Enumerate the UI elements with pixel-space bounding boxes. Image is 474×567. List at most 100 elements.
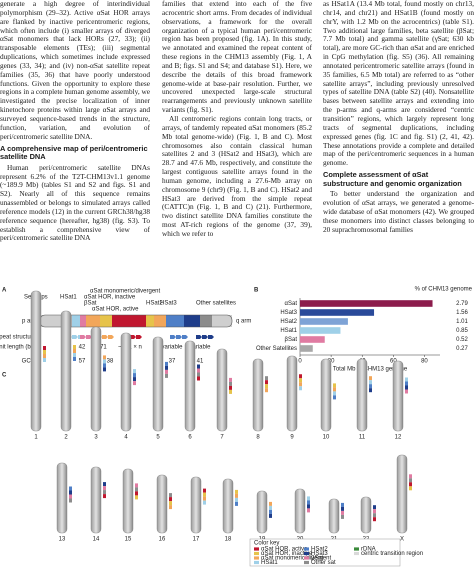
key-swatch bbox=[254, 547, 259, 551]
satellite-band bbox=[103, 367, 106, 372]
bar bbox=[300, 318, 348, 325]
chromosome-segment bbox=[146, 315, 154, 327]
satellite-band bbox=[69, 486, 72, 491]
chromosome bbox=[90, 466, 102, 534]
x-tick-label: 60 bbox=[390, 359, 397, 365]
satellite-band bbox=[197, 372, 200, 377]
satellite-band bbox=[229, 385, 232, 390]
percent-label: 0.85 bbox=[456, 328, 468, 334]
satellite-band bbox=[299, 386, 302, 391]
satellite-band bbox=[73, 357, 76, 361]
satellite-band bbox=[203, 492, 206, 497]
satellite-band bbox=[341, 514, 344, 519]
chromosome-label: X bbox=[400, 537, 404, 543]
chromosome-segment bbox=[100, 315, 112, 327]
gc-value: 41 bbox=[197, 359, 204, 365]
percent-label: 2.79 bbox=[456, 301, 468, 307]
satellite-band bbox=[169, 505, 172, 510]
chromosome bbox=[122, 468, 134, 534]
chromosome bbox=[30, 290, 42, 432]
chromosome bbox=[356, 358, 368, 432]
legend-label: βSat bbox=[84, 301, 97, 307]
unit-length: 42 bbox=[79, 345, 86, 351]
satellite-band bbox=[235, 497, 238, 502]
chromosome-segment bbox=[200, 315, 212, 327]
satellite-band bbox=[203, 496, 206, 501]
satellite-band bbox=[165, 369, 168, 374]
color-key-box bbox=[249, 538, 401, 567]
satellite-band bbox=[43, 354, 46, 358]
panel-label: B bbox=[254, 288, 259, 294]
chromosome-label: 12 bbox=[395, 435, 402, 441]
color-key-title: Color key bbox=[254, 541, 279, 547]
chromosome bbox=[360, 496, 372, 534]
chromosome bbox=[90, 326, 102, 432]
satellite-band bbox=[333, 395, 336, 400]
x-tick-label: 20 bbox=[328, 359, 335, 365]
satellite-band bbox=[269, 505, 272, 510]
paragraph: To better understand the organization an… bbox=[323, 189, 474, 234]
chromosome-label: 6 bbox=[188, 435, 192, 441]
legend-label: αSat HOR, active bbox=[92, 307, 139, 313]
key-label: βSat bbox=[311, 556, 324, 562]
panel-label: A bbox=[2, 288, 7, 294]
satellite-band bbox=[405, 377, 408, 382]
chromosome-segment bbox=[212, 315, 232, 327]
satellite-band bbox=[333, 391, 336, 396]
paragraph: families that extend into each of the fi… bbox=[162, 0, 312, 115]
satellite-band bbox=[103, 355, 106, 360]
satellite-band bbox=[369, 384, 372, 389]
legend-label: HSat2 bbox=[146, 301, 163, 307]
key-swatch bbox=[304, 556, 309, 560]
text-column: as HSat1A (13.4 Mb total, found mostly o… bbox=[323, 0, 474, 284]
category-label: Other Satellites bbox=[256, 346, 297, 352]
satellite-band bbox=[265, 388, 268, 393]
key-label: HSat3 bbox=[311, 551, 328, 557]
paragraph: generate a high degree of interindividua… bbox=[0, 0, 150, 141]
key-swatch bbox=[354, 547, 359, 551]
key-swatch bbox=[304, 547, 309, 551]
satellite-band bbox=[373, 505, 376, 510]
category-label: βSat bbox=[285, 337, 298, 343]
satellite-band bbox=[103, 359, 106, 364]
chromosome bbox=[328, 498, 340, 534]
satellite-band bbox=[307, 500, 310, 505]
key-label: αSat HOR, inactive bbox=[261, 551, 313, 557]
chromosome-label: 17 bbox=[193, 537, 200, 543]
percent-label: 0.52 bbox=[456, 337, 468, 343]
text-column: generate a high degree of interindividua… bbox=[0, 0, 150, 284]
satellite-band bbox=[373, 517, 376, 522]
chromosome-label: 9 bbox=[290, 435, 294, 441]
chromosome bbox=[392, 360, 404, 432]
satellite-band bbox=[405, 389, 408, 394]
unit-length: variable bbox=[161, 345, 183, 351]
x-tick-label: 0 bbox=[298, 359, 302, 365]
satellite-band bbox=[103, 486, 106, 491]
chromosome-label: 10 bbox=[323, 435, 330, 441]
satellite-band bbox=[197, 376, 200, 381]
repeat-arrow bbox=[170, 335, 176, 339]
section-heading: Complete assessment of αSat substructure… bbox=[323, 170, 462, 188]
satellite-band bbox=[369, 388, 372, 393]
arm-label: q arm bbox=[236, 319, 251, 325]
satellite-band bbox=[169, 493, 172, 498]
satellite-band bbox=[333, 387, 336, 392]
satellite-band bbox=[265, 376, 268, 381]
satellite-band bbox=[235, 489, 238, 494]
chromosome bbox=[286, 355, 298, 432]
legend-label: HSat3 bbox=[160, 301, 177, 307]
chromosome bbox=[184, 340, 196, 432]
satellite-band bbox=[203, 500, 206, 505]
key-label: centric transition region bbox=[361, 551, 423, 557]
key-swatch bbox=[254, 560, 259, 565]
key-swatch bbox=[354, 551, 359, 556]
chromosome bbox=[256, 490, 268, 534]
satellite-band bbox=[103, 482, 106, 487]
satellite-band bbox=[103, 363, 106, 368]
satellite-band bbox=[341, 506, 344, 511]
key-label: HSat2 bbox=[311, 547, 328, 553]
text-column: families that extend into each of the fi… bbox=[162, 0, 312, 284]
chromosome bbox=[156, 474, 168, 534]
satellite-band bbox=[369, 380, 372, 385]
repeat-arrow bbox=[136, 335, 142, 339]
